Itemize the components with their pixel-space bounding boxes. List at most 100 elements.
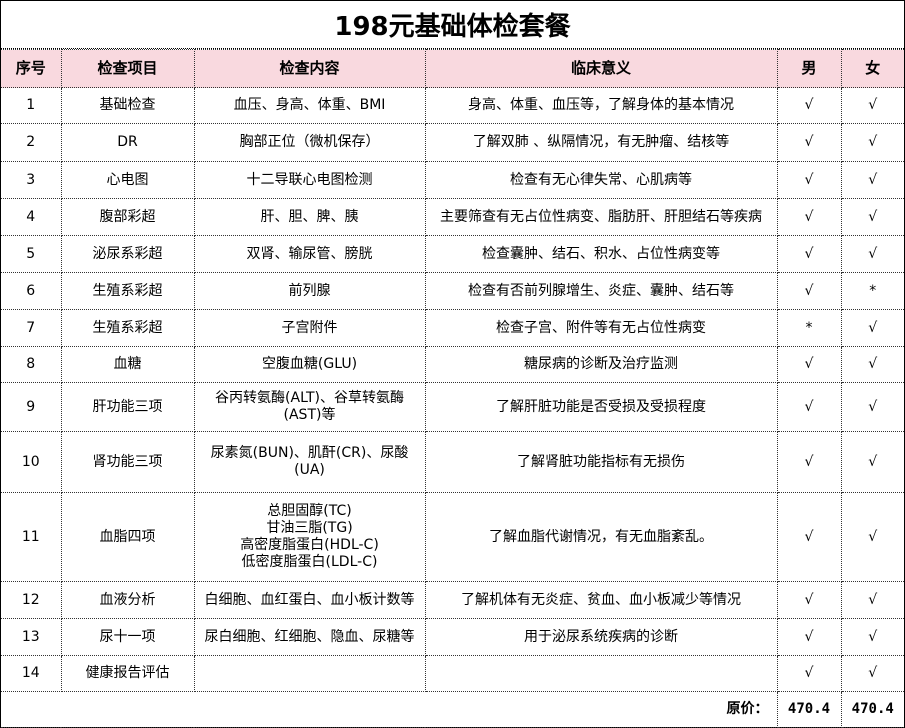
cell-meaning[interactable] — [424, 655, 778, 692]
cell-item[interactable]: 腹部彩超 — [60, 198, 195, 236]
cell-content[interactable]: 子宫附件 — [193, 309, 426, 347]
cell-item[interactable]: 心电图 — [60, 161, 195, 199]
cell-no[interactable]: 1 — [1, 87, 62, 124]
cell-item[interactable]: DR — [60, 123, 195, 162]
cell-male[interactable]: √ — [776, 346, 842, 383]
cell-item[interactable]: 基础检查 — [60, 87, 195, 124]
cell-no[interactable]: 3 — [1, 161, 62, 199]
cell-no[interactable]: 11 — [1, 492, 62, 582]
cell-meaning[interactable]: 了解肾脏功能指标有无损伤 — [424, 431, 778, 493]
cell-male[interactable]: √ — [776, 123, 842, 162]
cell-male[interactable]: √ — [776, 235, 842, 273]
cell-female[interactable]: √ — [840, 87, 904, 124]
cell-meaning[interactable]: 用于泌尿系统疾病的诊断 — [424, 618, 778, 656]
cell-content[interactable]: 尿白细胞、红细胞、隐血、尿糖等 — [193, 618, 426, 656]
cell-no[interactable]: 7 — [1, 309, 62, 347]
cell-meaning[interactable]: 身高、体重、血压等，了解身体的基本情况 — [424, 87, 778, 124]
cell-male[interactable]: √ — [776, 272, 842, 310]
cell-meaning[interactable]: 检查有否前列腺增生、炎症、囊肿、结石等 — [424, 272, 778, 310]
cell-female[interactable]: √ — [840, 581, 904, 619]
cell-no[interactable]: 4 — [1, 198, 62, 236]
table-row: 6 生殖系彩超 前列腺 检查有否前列腺增生、炎症、囊肿、结石等 √ * — [1, 272, 904, 310]
header-cell[interactable]: 检查项目 — [60, 49, 195, 88]
header-cell[interactable]: 男 — [776, 49, 842, 88]
cell-meaning[interactable]: 检查子宫、附件等有无占位性病变 — [424, 309, 778, 347]
cell-female[interactable]: √ — [840, 309, 904, 347]
cell-no[interactable]: 8 — [1, 346, 62, 383]
header-cell[interactable]: 序号 — [1, 49, 62, 88]
table-row: 9 肝功能三项 谷丙转氨酶(ALT)、谷草转氨酶(AST)等 了解肝脏功能是否受损及受… — [1, 382, 904, 432]
cell-female[interactable]: √ — [840, 655, 904, 692]
cell-content[interactable]: 空腹血糖(GLU) — [193, 346, 426, 383]
cell-item[interactable]: 肝功能三项 — [60, 382, 195, 432]
cell-female[interactable]: √ — [840, 492, 904, 582]
total-male-price[interactable]: 470.4 — [776, 691, 842, 728]
cell-content[interactable]: 肝、胆、脾、胰 — [193, 198, 426, 236]
header-cell[interactable]: 检查内容 — [193, 49, 426, 88]
cell-meaning[interactable]: 检查囊肿、结石、积水、占位性病变等 — [424, 235, 778, 273]
cell-no[interactable]: 2 — [1, 123, 62, 162]
cell-meaning[interactable]: 主要筛查有无占位性病变、脂肪肝、肝胆结石等疾病 — [424, 198, 778, 236]
cell-female[interactable]: √ — [840, 123, 904, 162]
cell-male[interactable]: √ — [776, 87, 842, 124]
cell-meaning[interactable]: 检查有无心律失常、心肌病等 — [424, 161, 778, 199]
cell-male[interactable]: √ — [776, 655, 842, 692]
cell-male[interactable]: √ — [776, 618, 842, 656]
total-female-price[interactable]: 470.4 — [840, 691, 904, 728]
cell-meaning[interactable]: 了解肝脏功能是否受损及受损程度 — [424, 382, 778, 432]
cell-content[interactable]: 前列腺 — [193, 272, 426, 310]
cell-content[interactable]: 双肾、输尿管、膀胱 — [193, 235, 426, 273]
cell-male[interactable]: √ — [776, 198, 842, 236]
table-row: 10 肾功能三项 尿素氮(BUN)、肌酐(CR)、尿酸(UA) 了解肾脏功能指标有无损… — [1, 431, 904, 493]
cell-no[interactable]: 13 — [1, 618, 62, 656]
cell-item[interactable]: 健康报告评估 — [60, 655, 195, 692]
cell-no[interactable]: 14 — [1, 655, 62, 692]
cell-no[interactable]: 12 — [1, 581, 62, 619]
cell-male[interactable]: √ — [776, 492, 842, 582]
package-table: 序号 检查项目 检查内容 临床意义 男 女 1 基础检查 血压、身高、体重、BMI 身… — [1, 49, 904, 728]
cell-female[interactable]: √ — [840, 346, 904, 383]
cell-meaning[interactable]: 了解血脂代谢情况，有无血脂紊乱。 — [424, 492, 778, 582]
cell-item[interactable]: 血脂四项 — [60, 492, 195, 582]
cell-content[interactable]: 白细胞、血红蛋白、血小板计数等 — [193, 581, 426, 619]
cell-item[interactable]: 生殖系彩超 — [60, 272, 195, 310]
cell-item[interactable]: 肾功能三项 — [60, 431, 195, 493]
cell-content[interactable]: 尿素氮(BUN)、肌酐(CR)、尿酸(UA) — [193, 431, 426, 493]
cell-content[interactable]: 总胆固醇(TC) 甘油三脂(TG) 高密度脂蛋白(HDL-C) 低密度脂蛋白(L… — [193, 492, 426, 582]
cell-meaning[interactable]: 糖尿病的诊断及治疗监测 — [424, 346, 778, 383]
table-row: 12 血液分析 白细胞、血红蛋白、血小板计数等 了解机体有无炎症、贫血、血小板减少等情… — [1, 581, 904, 619]
cell-content[interactable] — [193, 655, 426, 692]
cell-content[interactable]: 十二导联心电图检测 — [193, 161, 426, 199]
header-cell[interactable]: 女 — [840, 49, 904, 88]
cell-female[interactable]: √ — [840, 235, 904, 273]
header-cell[interactable]: 临床意义 — [424, 49, 778, 88]
cell-content[interactable]: 胸部正位（微机保存） — [193, 123, 426, 162]
cell-item[interactable]: 血糖 — [60, 346, 195, 383]
cell-male[interactable]: √ — [776, 161, 842, 199]
cell-female[interactable]: √ — [840, 382, 904, 432]
cell-male[interactable]: √ — [776, 382, 842, 432]
cell-female[interactable]: √ — [840, 618, 904, 656]
cell-female[interactable]: √ — [840, 198, 904, 236]
cell-male[interactable]: * — [776, 309, 842, 347]
table-row: 3 心电图 十二导联心电图检测 检查有无心律失常、心肌病等 √ √ — [1, 161, 904, 199]
cell-female[interactable]: * — [840, 272, 904, 310]
cell-item[interactable]: 尿十一项 — [60, 618, 195, 656]
cell-no[interactable]: 10 — [1, 431, 62, 493]
cell-no[interactable]: 9 — [1, 382, 62, 432]
cell-female[interactable]: √ — [840, 431, 904, 493]
cell-male[interactable]: √ — [776, 581, 842, 619]
total-row: 原价： 470.4 470.4 — [1, 691, 904, 728]
cell-item[interactable]: 生殖系彩超 — [60, 309, 195, 347]
cell-no[interactable]: 5 — [1, 235, 62, 273]
cell-meaning[interactable]: 了解双肺 、纵隔情况，有无肿瘤、结核等 — [424, 123, 778, 162]
cell-male[interactable]: √ — [776, 431, 842, 493]
cell-no[interactable]: 6 — [1, 272, 62, 310]
cell-item[interactable]: 泌尿系彩超 — [60, 235, 195, 273]
cell-female[interactable]: √ — [840, 161, 904, 199]
cell-item[interactable]: 血液分析 — [60, 581, 195, 619]
table-row: 13 尿十一项 尿白细胞、红细胞、隐血、尿糖等 用于泌尿系统疾病的诊断 √ √ — [1, 618, 904, 656]
cell-meaning[interactable]: 了解机体有无炎症、贫血、血小板减少等情况 — [424, 581, 778, 619]
cell-content[interactable]: 谷丙转氨酶(ALT)、谷草转氨酶(AST)等 — [193, 382, 426, 432]
cell-content[interactable]: 血压、身高、体重、BMI — [193, 87, 426, 124]
